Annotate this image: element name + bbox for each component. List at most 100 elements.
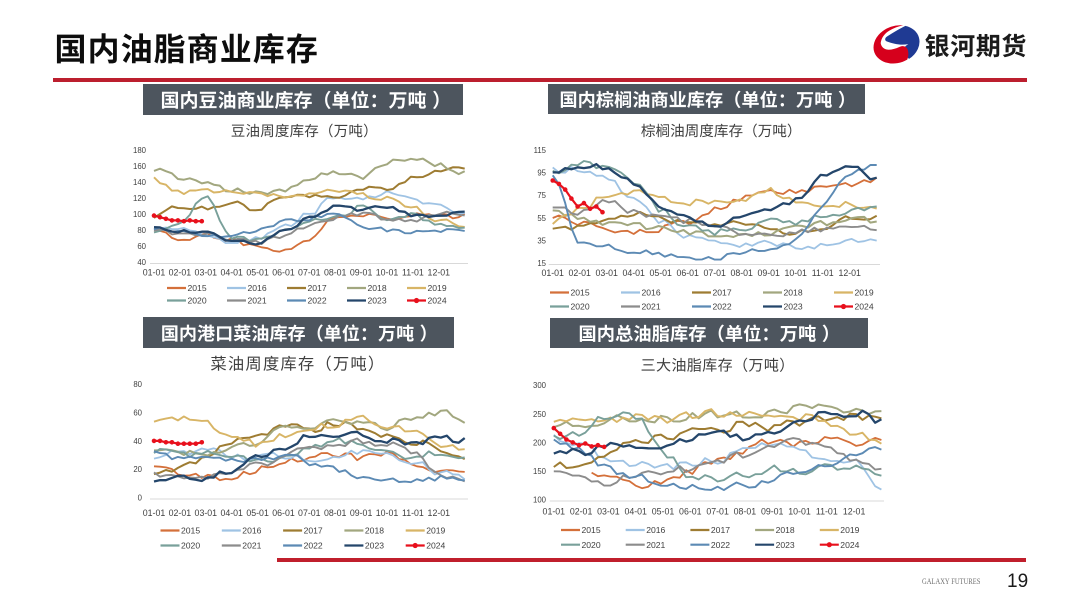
svg-text:2017: 2017 xyxy=(711,525,730,535)
svg-text:03-01: 03-01 xyxy=(195,508,218,518)
svg-text:2018: 2018 xyxy=(365,526,384,536)
svg-text:2024: 2024 xyxy=(840,540,859,550)
svg-text:2022: 2022 xyxy=(304,541,323,551)
svg-text:03-01: 03-01 xyxy=(595,268,618,278)
svg-text:2020: 2020 xyxy=(188,296,207,306)
svg-text:2023: 2023 xyxy=(365,541,384,551)
svg-text:2015: 2015 xyxy=(188,283,207,293)
svg-text:06-01: 06-01 xyxy=(679,507,702,517)
svg-text:04-01: 04-01 xyxy=(624,507,647,517)
svg-text:2018: 2018 xyxy=(776,525,795,535)
svg-text:01-01: 01-01 xyxy=(541,268,564,278)
svg-text:2024: 2024 xyxy=(855,302,874,312)
svg-text:08-01: 08-01 xyxy=(324,508,347,518)
svg-text:02-01: 02-01 xyxy=(169,508,192,518)
svg-text:75: 75 xyxy=(537,191,546,200)
svg-text:100: 100 xyxy=(533,496,547,505)
svg-text:09-01: 09-01 xyxy=(757,268,780,278)
svg-text:2022: 2022 xyxy=(308,296,327,306)
svg-text:06-01: 06-01 xyxy=(272,268,295,278)
svg-text:2019: 2019 xyxy=(428,283,447,293)
svg-text:11-01: 11-01 xyxy=(816,507,838,517)
svg-text:07-01: 07-01 xyxy=(298,508,321,518)
svg-text:10-01: 10-01 xyxy=(376,268,399,278)
svg-text:2016: 2016 xyxy=(248,283,267,293)
svg-text:60: 60 xyxy=(133,409,142,418)
svg-text:2017: 2017 xyxy=(308,283,327,293)
svg-text:100: 100 xyxy=(133,210,147,219)
svg-text:05-01: 05-01 xyxy=(246,508,269,518)
svg-text:20: 20 xyxy=(133,465,142,474)
svg-text:02-01: 02-01 xyxy=(570,507,593,517)
svg-text:60: 60 xyxy=(137,242,146,251)
svg-text:2020: 2020 xyxy=(582,540,601,550)
svg-text:10-01: 10-01 xyxy=(784,268,807,278)
svg-text:2024: 2024 xyxy=(428,296,447,306)
svg-text:2018: 2018 xyxy=(784,288,803,298)
svg-text:06-01: 06-01 xyxy=(272,508,295,518)
svg-text:2015: 2015 xyxy=(571,288,590,298)
svg-text:03-01: 03-01 xyxy=(195,268,218,278)
svg-text:03-01: 03-01 xyxy=(597,507,620,517)
svg-text:15: 15 xyxy=(537,259,546,268)
svg-text:2019: 2019 xyxy=(840,525,859,535)
svg-text:05-01: 05-01 xyxy=(649,268,672,278)
svg-text:2020: 2020 xyxy=(181,541,200,551)
svg-text:2021: 2021 xyxy=(642,302,661,312)
svg-text:35: 35 xyxy=(537,236,546,245)
svg-text:01-01: 01-01 xyxy=(143,268,166,278)
svg-text:2015: 2015 xyxy=(582,525,601,535)
svg-text:10-01: 10-01 xyxy=(376,508,399,518)
svg-text:2021: 2021 xyxy=(242,541,261,551)
svg-text:2018: 2018 xyxy=(368,283,387,293)
svg-text:05-01: 05-01 xyxy=(652,507,675,517)
svg-text:115: 115 xyxy=(534,146,547,155)
svg-text:95: 95 xyxy=(537,169,546,178)
svg-text:2021: 2021 xyxy=(646,540,665,550)
svg-text:2024: 2024 xyxy=(426,541,445,551)
svg-text:2017: 2017 xyxy=(713,288,732,298)
svg-text:09-01: 09-01 xyxy=(350,268,373,278)
svg-text:11-01: 11-01 xyxy=(812,268,834,278)
svg-text:07-01: 07-01 xyxy=(703,268,726,278)
svg-text:09-01: 09-01 xyxy=(761,507,784,517)
svg-text:07-01: 07-01 xyxy=(706,507,729,517)
svg-text:08-01: 08-01 xyxy=(734,507,757,517)
svg-text:120: 120 xyxy=(133,194,147,203)
svg-text:2016: 2016 xyxy=(642,288,661,298)
svg-text:2016: 2016 xyxy=(646,525,665,535)
svg-text:02-01: 02-01 xyxy=(169,268,192,278)
svg-text:0: 0 xyxy=(138,494,143,503)
svg-text:2020: 2020 xyxy=(571,302,590,312)
svg-text:2019: 2019 xyxy=(426,526,445,536)
svg-text:10-01: 10-01 xyxy=(788,507,811,517)
svg-text:09-01: 09-01 xyxy=(350,508,373,518)
svg-text:250: 250 xyxy=(533,410,547,419)
svg-text:12-01: 12-01 xyxy=(843,507,866,517)
svg-text:06-01: 06-01 xyxy=(676,268,699,278)
svg-text:140: 140 xyxy=(133,178,147,187)
svg-text:01-01: 01-01 xyxy=(143,508,166,518)
svg-text:2022: 2022 xyxy=(713,302,732,312)
svg-text:40: 40 xyxy=(133,437,142,446)
svg-text:08-01: 08-01 xyxy=(324,268,347,278)
svg-text:04-01: 04-01 xyxy=(622,268,645,278)
svg-text:80: 80 xyxy=(137,226,146,235)
svg-text:11-01: 11-01 xyxy=(402,268,424,278)
svg-text:2023: 2023 xyxy=(776,540,795,550)
svg-text:40: 40 xyxy=(137,258,146,267)
svg-text:01-01: 01-01 xyxy=(543,507,566,517)
svg-text:08-01: 08-01 xyxy=(730,268,753,278)
svg-text:2022: 2022 xyxy=(711,540,730,550)
svg-text:04-01: 04-01 xyxy=(220,268,243,278)
svg-text:2019: 2019 xyxy=(855,288,874,298)
svg-text:300: 300 xyxy=(533,381,547,390)
svg-text:11-01: 11-01 xyxy=(402,508,424,518)
svg-text:12-01: 12-01 xyxy=(428,508,451,518)
svg-text:05-01: 05-01 xyxy=(246,268,269,278)
svg-text:12-01: 12-01 xyxy=(838,268,861,278)
svg-text:12-01: 12-01 xyxy=(428,268,451,278)
svg-text:2017: 2017 xyxy=(304,526,323,536)
svg-text:04-01: 04-01 xyxy=(220,508,243,518)
svg-text:200: 200 xyxy=(533,438,547,447)
